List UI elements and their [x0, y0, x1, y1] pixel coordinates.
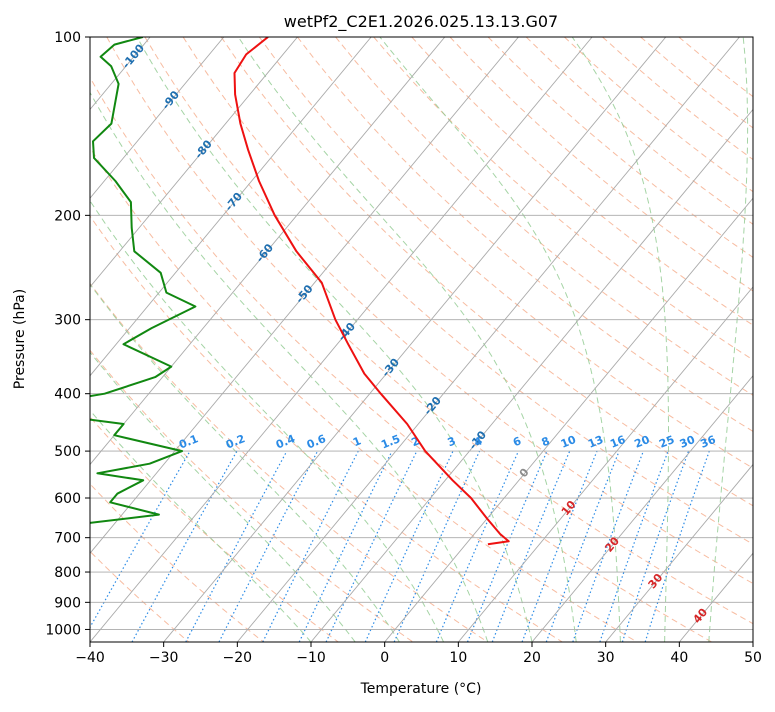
x-tick-label: 20: [523, 650, 541, 666]
y-tick-label: 500: [54, 444, 81, 460]
y-tick-label: 1000: [45, 622, 81, 638]
x-tick-label: −20: [223, 650, 253, 666]
x-tick-label: 40: [670, 650, 688, 666]
x-tick-label: −30: [149, 650, 179, 666]
x-axis-label: Temperature (°C): [360, 681, 482, 697]
x-tick-label: 0: [380, 650, 389, 666]
chart-title: wetPf2_C2E1.2026.025.13.13.G07: [284, 12, 558, 32]
x-tick-label: −10: [296, 650, 326, 666]
y-tick-label: 900: [54, 595, 81, 611]
y-tick-label: 700: [54, 531, 81, 547]
y-tick-label: 600: [54, 491, 81, 507]
y-tick-label: 200: [54, 208, 81, 224]
x-tick-label: −40: [75, 650, 105, 666]
x-tick-label: 30: [597, 650, 615, 666]
x-tick-label: 10: [449, 650, 467, 666]
y-axis-label: Pressure (hPa): [12, 289, 28, 389]
y-tick-label: 300: [54, 313, 81, 329]
y-tick-label: 100: [54, 30, 81, 46]
y-tick-label: 800: [54, 565, 81, 581]
y-tick-label: 400: [54, 387, 81, 403]
x-tick-label: 50: [744, 650, 762, 666]
